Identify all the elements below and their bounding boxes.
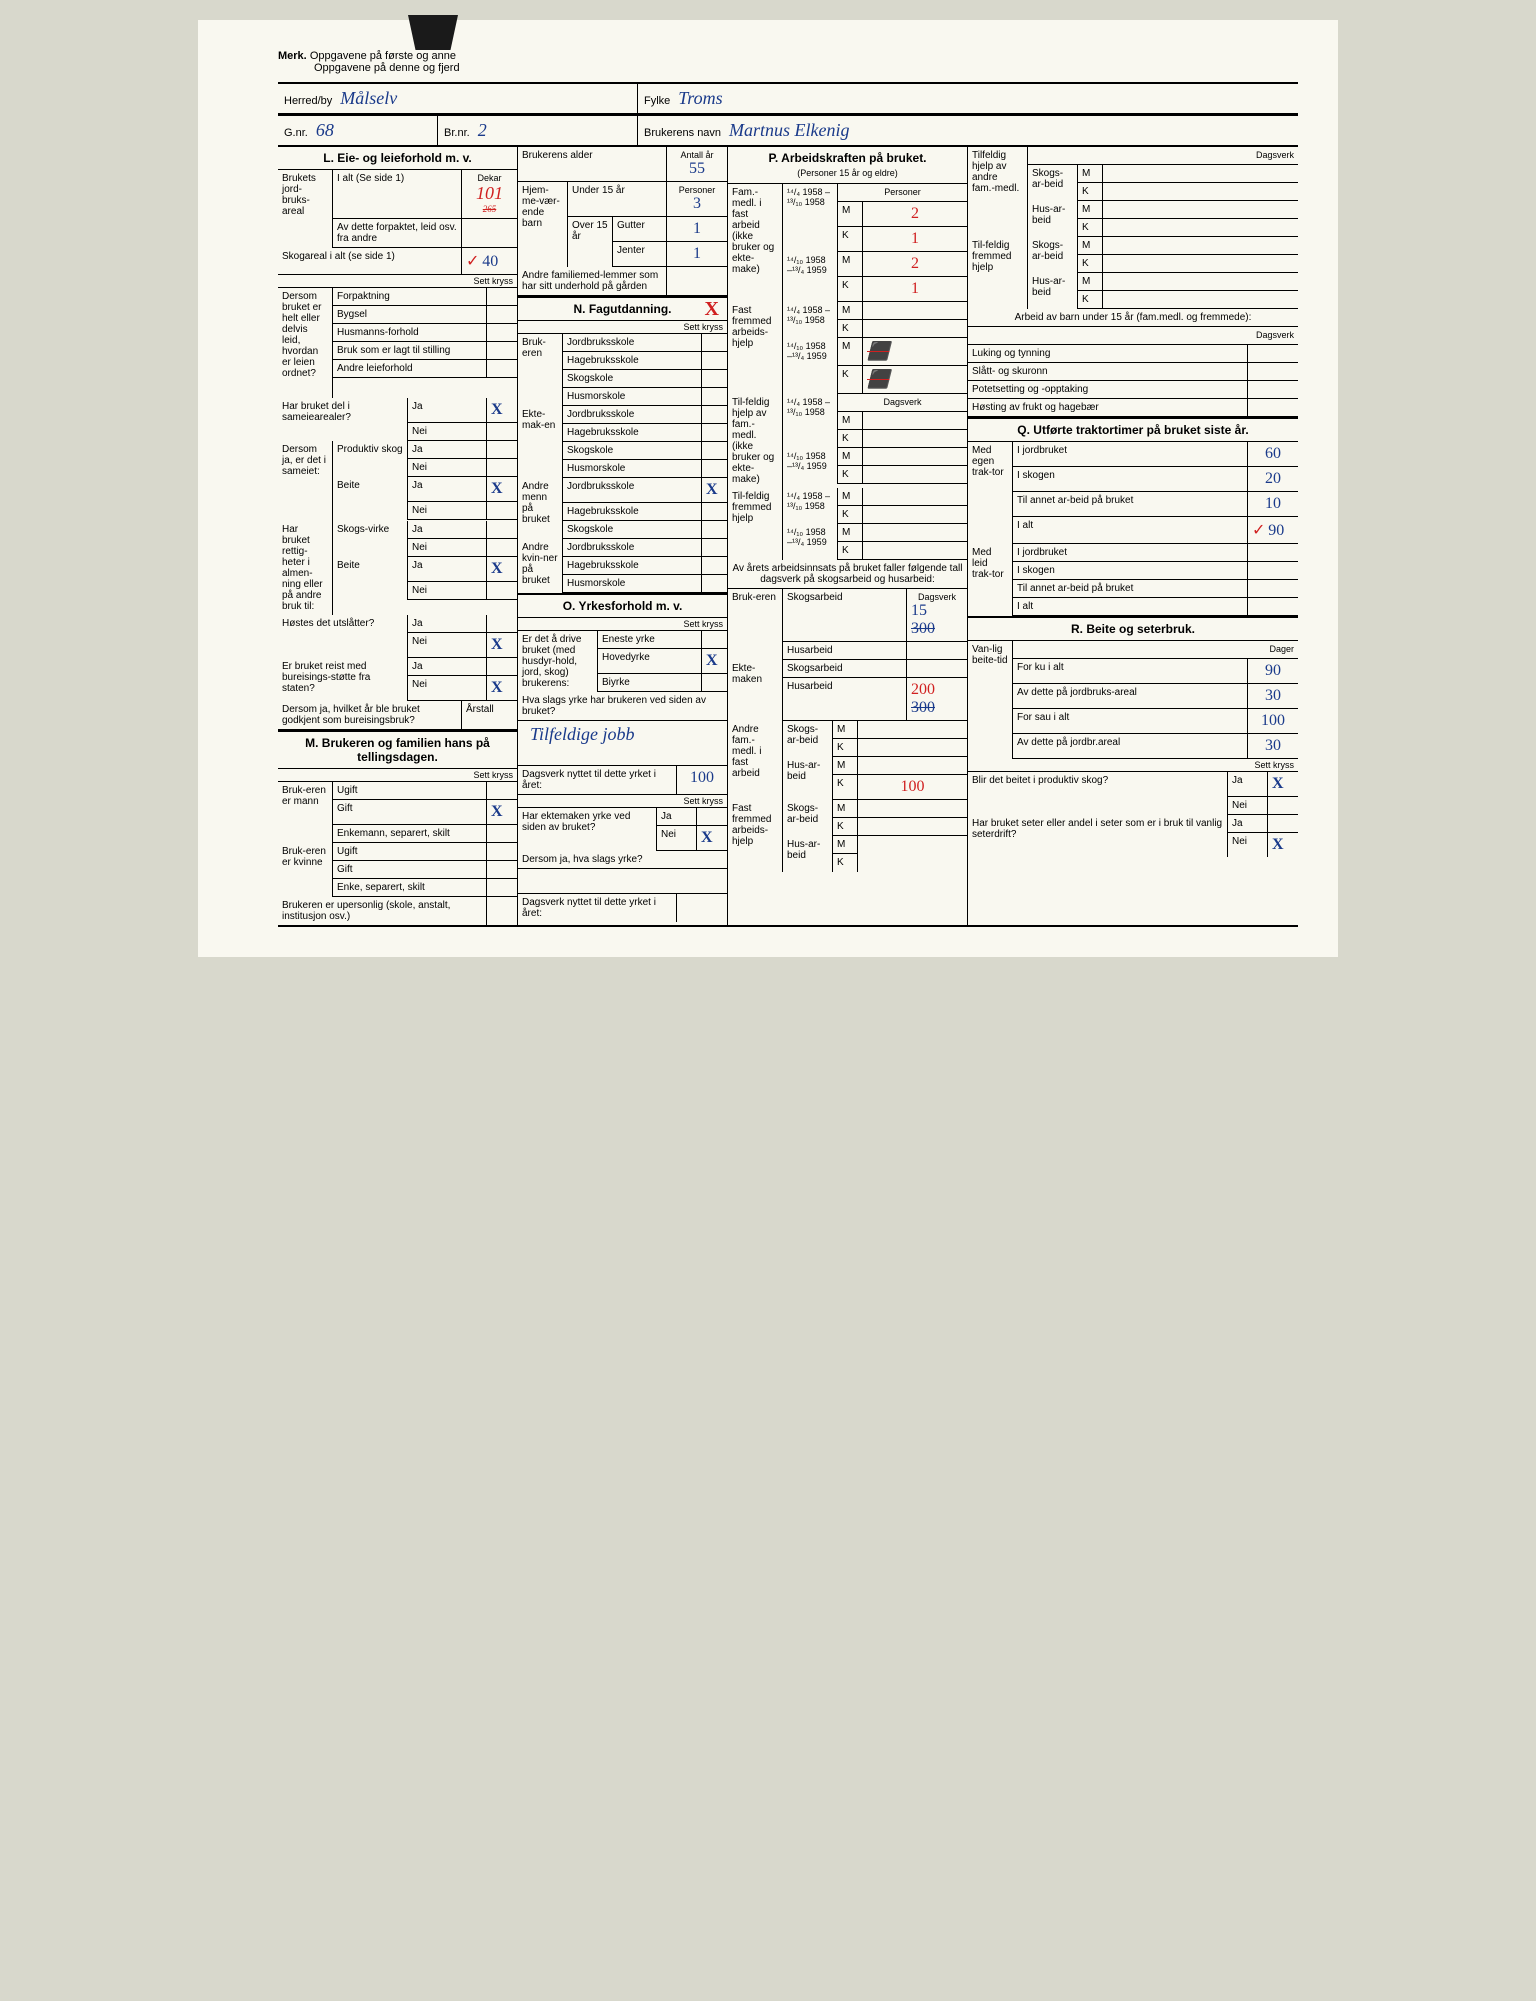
fylke-label: Fylke: [644, 95, 670, 107]
col-P: P. Arbeidskraften på bruket. (Personer 1…: [728, 147, 968, 925]
form-page: Merk. Oppgavene på første og anne Oppgav…: [198, 20, 1338, 957]
herred-value: Målselv: [340, 88, 397, 109]
col-L-M: L. Eie- og leieforhold m. v. Brukets jor…: [278, 147, 518, 925]
col-N-O: Brukerens alder Antall år 55 Hjem-me-vær…: [518, 147, 728, 925]
header-row-2: G.nr. 68 Br.nr. 2 Brukerens navn Martnus…: [278, 114, 1298, 147]
fylke-value: Troms: [678, 88, 722, 109]
merk-note: Merk. Oppgavene på første og anne Oppgav…: [278, 50, 1298, 74]
N-title: N. Fagutdanning. X: [518, 296, 727, 321]
P-title: P. Arbeidskraften på bruket. (Personer 1…: [728, 147, 967, 184]
page-notch: [408, 15, 458, 50]
L-title: L. Eie- og leieforhold m. v.: [278, 147, 517, 170]
O-title: O. Yrkesforhold m. v.: [518, 593, 727, 618]
header-row-1: Herred/by Målselv Fylke Troms: [278, 82, 1298, 114]
herred-label: Herred/by: [284, 95, 332, 107]
N-cross: X: [705, 298, 719, 321]
main-grid: L. Eie- og leieforhold m. v. Brukets jor…: [278, 147, 1298, 927]
M-title: M. Brukeren og familien hans på tellings…: [278, 730, 517, 769]
Q-title: Q. Utførte traktortimer på bruket siste …: [968, 417, 1298, 442]
sameie-ja-x: X: [491, 401, 503, 418]
col-Q-R: Tilfeldig hjelp av andre fam.-medl. Dags…: [968, 147, 1298, 925]
R-title: R. Beite og seterbruk.: [968, 616, 1298, 641]
yrke-value: Tilfeldige jobb: [530, 724, 635, 744]
dekar-value: 101: [476, 183, 503, 203]
